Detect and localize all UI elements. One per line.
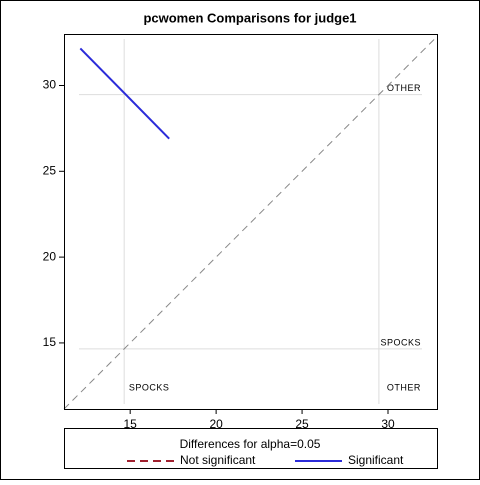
reference-label-x: SPOCKS bbox=[129, 382, 170, 392]
reference-label-x: OTHER bbox=[387, 382, 421, 392]
x-tick-label: 20 bbox=[209, 417, 223, 431]
x-tick-label: 15 bbox=[123, 417, 137, 431]
reference-label-y: SPOCKS bbox=[380, 337, 421, 347]
legend-title: Differences for alpha=0.05 bbox=[180, 437, 321, 451]
x-tick-label: 30 bbox=[381, 417, 395, 431]
y-tick-label: 30 bbox=[43, 78, 57, 92]
legend-label: Significant bbox=[348, 453, 404, 467]
legend-label: Not significant bbox=[180, 453, 256, 467]
y-tick-label: 15 bbox=[43, 335, 57, 349]
plot-area: SPOCKS SPOCKS OTHER OTHER bbox=[63, 36, 438, 410]
chart-title: pcwomen Comparisons for judge1 bbox=[143, 10, 356, 25]
legend-box bbox=[64, 428, 438, 469]
y-tick-label: 20 bbox=[43, 249, 57, 263]
reference-label-y: OTHER bbox=[387, 83, 421, 93]
diagonal bbox=[63, 36, 438, 410]
comparison-segment bbox=[79, 47, 170, 140]
y-tick-label: 25 bbox=[43, 163, 57, 177]
x-tick-label: 25 bbox=[295, 417, 309, 431]
plot-frame bbox=[64, 34, 438, 410]
